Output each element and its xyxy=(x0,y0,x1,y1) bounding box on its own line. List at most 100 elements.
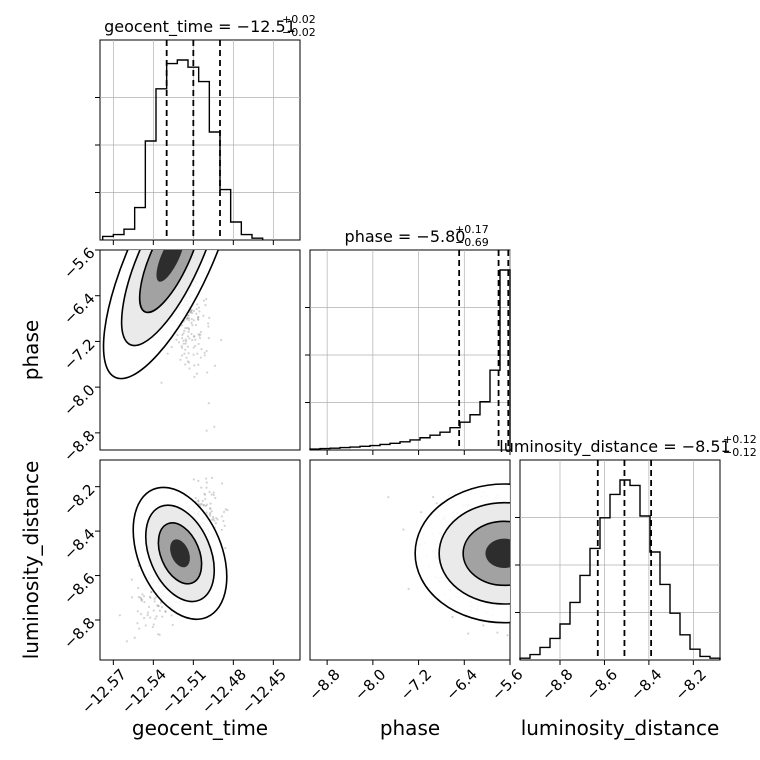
scatter-point xyxy=(515,583,517,585)
svg-text:−0.02: −0.02 xyxy=(282,26,316,39)
scatter-point xyxy=(149,616,152,619)
scatter-point xyxy=(420,511,423,514)
scatter-point xyxy=(202,299,206,302)
scatter-point xyxy=(210,476,214,479)
scatter-point xyxy=(157,605,160,608)
scatter-point xyxy=(125,640,129,643)
scatter-point xyxy=(192,335,196,338)
tick-label-x-phase: −5.6 xyxy=(488,665,526,703)
scatter-point xyxy=(160,243,162,245)
scatter-point xyxy=(130,596,134,599)
scatter-point xyxy=(139,241,141,243)
scatter-point xyxy=(161,615,164,618)
scatter-point xyxy=(513,557,515,559)
scatter-point xyxy=(515,540,517,542)
scatter-point xyxy=(149,596,152,599)
scatter-point xyxy=(517,580,519,582)
scatter-point xyxy=(223,524,226,527)
scatter-point xyxy=(164,610,167,614)
scatter-point xyxy=(517,568,519,570)
svg-text:luminosity_distance = −8.51: luminosity_distance = −8.51 xyxy=(499,437,730,457)
scatter-point xyxy=(211,515,215,519)
scatter-point xyxy=(140,599,143,602)
scatter-point xyxy=(517,557,519,559)
tick-label-x-phase: −8.8 xyxy=(305,665,343,703)
scatter-point xyxy=(435,502,438,505)
scatter-point xyxy=(212,493,215,497)
xlabel-phase: phase xyxy=(380,716,440,740)
scatter-point xyxy=(195,307,198,311)
scatter-point xyxy=(152,609,155,612)
scatter-point xyxy=(167,244,169,246)
scatter-point xyxy=(194,323,198,327)
scatter-point xyxy=(176,333,179,337)
scatter-point xyxy=(169,243,171,245)
scatter-point xyxy=(513,509,515,511)
scatter-point xyxy=(199,503,202,506)
contour-level-3 xyxy=(485,538,510,568)
scatter-point xyxy=(216,518,219,521)
scatter-point xyxy=(150,591,153,594)
ylabel-luminosity-distance: luminosity_distance xyxy=(19,461,43,660)
tick-label-x-phase: −6.4 xyxy=(442,665,480,703)
scatter-point xyxy=(164,246,166,248)
scatter-point xyxy=(512,528,514,530)
scatter-point xyxy=(511,529,513,531)
scatter-point xyxy=(197,318,200,321)
scatter-point xyxy=(158,240,160,242)
scatter-point xyxy=(517,589,519,591)
scatter-point xyxy=(184,338,187,341)
scatter-point xyxy=(224,546,227,550)
scatter-point xyxy=(200,486,203,489)
scatter-point xyxy=(205,511,208,514)
scatter-point xyxy=(197,333,200,336)
scatter-point xyxy=(514,575,516,577)
scatter-point xyxy=(482,624,485,627)
scatter-point xyxy=(182,332,185,335)
scatter-point xyxy=(133,636,136,639)
scatter-point xyxy=(170,345,173,349)
scatter-point xyxy=(197,363,200,366)
scatter-point xyxy=(203,354,206,357)
scatter-point xyxy=(516,587,518,589)
scatter-point xyxy=(513,548,515,550)
scatter-point xyxy=(517,548,519,550)
scatter-point xyxy=(506,634,509,637)
scatter-point xyxy=(190,309,193,312)
scatter-point xyxy=(516,538,518,540)
scatter-point xyxy=(138,627,141,630)
scatter-point xyxy=(512,572,514,574)
panel-frame xyxy=(309,249,511,451)
scatter-point xyxy=(207,325,210,328)
svg-text:−0.12: −0.12 xyxy=(723,446,757,459)
scatter-point xyxy=(186,317,189,320)
scatter-point xyxy=(173,242,175,244)
scatter-point xyxy=(212,491,215,494)
scatter-point xyxy=(147,605,151,609)
scatter-point xyxy=(198,334,201,337)
scatter-point xyxy=(182,339,185,342)
scatter-point xyxy=(136,622,139,625)
tick-label-x-phase: −8.0 xyxy=(351,665,389,703)
scatter-point xyxy=(209,507,212,510)
panel-1-0 xyxy=(99,240,301,451)
scatter-point xyxy=(194,344,197,348)
scatter-point xyxy=(187,328,191,331)
scatter-point xyxy=(171,243,173,245)
scatter-point xyxy=(188,337,191,340)
scatter-point xyxy=(162,245,164,247)
scatter-point xyxy=(141,593,144,596)
tick-label-x-phase: −7.2 xyxy=(397,665,435,703)
scatter-point xyxy=(188,367,191,370)
scatter-point xyxy=(510,525,512,527)
scatter-point xyxy=(166,248,168,250)
scatter-point xyxy=(513,537,515,539)
scatter-point xyxy=(183,329,186,332)
scatter-point xyxy=(511,556,513,558)
scatter-point xyxy=(197,499,200,502)
scatter-point xyxy=(187,314,190,317)
scatter-point xyxy=(205,349,208,353)
scatter-point xyxy=(222,510,226,514)
scatter-point xyxy=(185,318,188,321)
scatter-point xyxy=(511,567,513,569)
